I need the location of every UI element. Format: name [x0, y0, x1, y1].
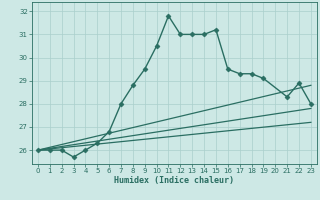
X-axis label: Humidex (Indice chaleur): Humidex (Indice chaleur)	[115, 176, 234, 185]
